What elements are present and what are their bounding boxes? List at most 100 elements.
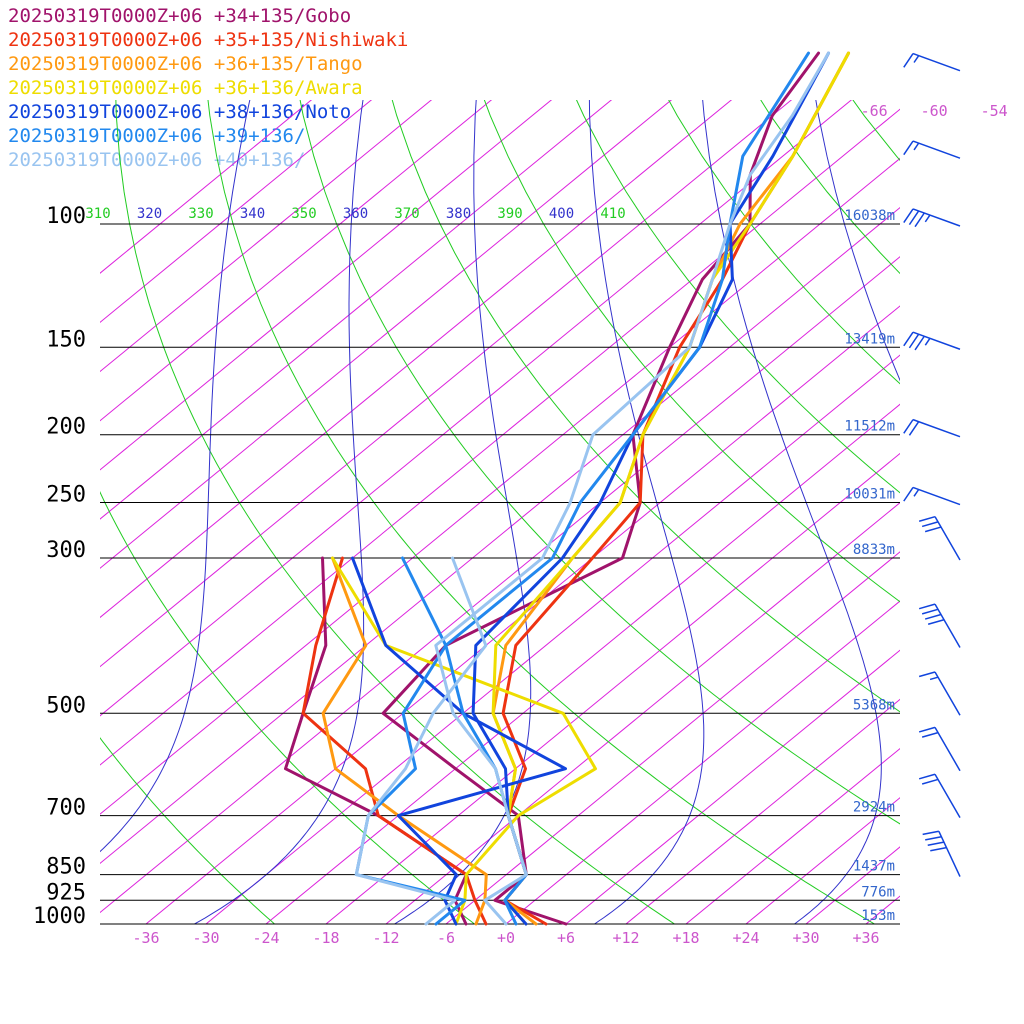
- pressure-label: 150: [46, 327, 86, 352]
- temperature-trace: [381, 51, 820, 926]
- height-label: 10031m: [844, 487, 895, 503]
- potential-temperature-label: 360: [343, 206, 368, 222]
- dry-adiabat-line: [299, 100, 900, 825]
- wind-barb-flag: [924, 526, 942, 533]
- dewpoint-trace: [321, 556, 488, 926]
- dry-adiabat-line: [881, 13, 1024, 939]
- wind-barb-staff: [934, 671, 961, 716]
- legend-entry-nishiwaki: 20250319T0000Z+06 +35+135/Nishiwaki: [8, 29, 409, 51]
- wind-barb-staff: [912, 418, 961, 438]
- wind-barb-flag: [903, 208, 914, 223]
- isotherm-line: [100, 100, 733, 619]
- isotherm-line: [100, 100, 553, 471]
- wind-barb-flag: [922, 830, 940, 836]
- legend-entry-awara: 20250319T0000Z+06 +36+136/Awara: [8, 77, 363, 99]
- temperature-trace: [491, 51, 850, 926]
- dry-adiabat-line: [100, 737, 276, 924]
- legend-entry-tango: 20250319T0000Z+06 +36+135/Tango: [8, 53, 363, 75]
- dry-adiabat-line: [852, 100, 900, 161]
- wind-barb-flag: [921, 608, 939, 615]
- wind-barb-flag: [925, 835, 942, 841]
- wind-barb-staff: [938, 830, 961, 877]
- wind-barb-half-flag: [924, 214, 931, 223]
- isotherm-line: [100, 100, 793, 668]
- potential-temperature-label: 330: [188, 206, 213, 222]
- wind-barb-flag: [924, 613, 942, 620]
- temperature-tick-label: +12: [612, 929, 639, 947]
- dry-adiabat-line: [115, 100, 676, 924]
- potential-temperature-label: 350: [291, 206, 316, 222]
- dry-adiabat-line: [575, 100, 900, 494]
- wind-barb-half-flag: [929, 676, 939, 681]
- temperature-trace: [434, 51, 830, 926]
- wind-barb-flag: [908, 210, 920, 226]
- temperature-tick-label: -6: [437, 929, 455, 947]
- temperature-tick-label: -24: [252, 929, 279, 947]
- isotherm-line: [100, 157, 900, 815]
- wind-barb-half-flag: [913, 489, 920, 497]
- wind-barb-flag: [921, 731, 939, 738]
- dewpoint-trace: [301, 556, 488, 926]
- pressure-label: 300: [46, 538, 86, 563]
- isotherm-line: [926, 69, 1024, 924]
- moist-adiabat-line: [702, 100, 882, 924]
- wind-barb-flag: [903, 140, 914, 156]
- potential-temperature-label: 380: [446, 206, 471, 222]
- moist-adiabat-line: [588, 100, 705, 924]
- isotherm-line: [385, 502, 900, 924]
- pressure-label: 700: [46, 796, 86, 821]
- legend-entry-gobo: 20250319T0000Z+06 +34+135/Gobo: [8, 5, 352, 27]
- isotherm-line: [145, 305, 900, 924]
- dewpoint-trace: [354, 556, 488, 926]
- wind-barb-staff: [912, 486, 961, 506]
- pressure-label: 100: [46, 204, 86, 229]
- height-label: 2924m: [853, 800, 895, 816]
- grid-lines: [100, 13, 1024, 939]
- moist-adiabat-line: [393, 100, 532, 924]
- isotherm-line: [100, 108, 900, 766]
- isotherm-line: [565, 649, 900, 924]
- height-label: 153m: [861, 908, 895, 924]
- temperature-tick-label: +6: [557, 929, 575, 947]
- upper-temperature-label: -60: [921, 102, 948, 120]
- wind-barb-flag: [908, 333, 920, 349]
- wind-barb-flag: [927, 841, 945, 847]
- wind-barb-staff: [934, 773, 961, 818]
- dry-adiabat-line: [483, 100, 900, 603]
- wind-barb-flag: [918, 773, 936, 780]
- isobars: [100, 223, 900, 925]
- wind-barb-flag: [914, 212, 925, 228]
- wind-barb-half-flag: [924, 337, 931, 346]
- wind-barb-flag: [930, 846, 947, 852]
- isotherm-line: [505, 600, 900, 924]
- isotherm-line: [100, 100, 493, 422]
- dry-adiabat-line: [100, 491, 476, 924]
- wind-barb-half-flag: [913, 55, 920, 63]
- potential-temperature-label: 390: [497, 206, 522, 222]
- wind-barb-staff: [912, 331, 961, 350]
- height-label: 1437m: [853, 859, 895, 875]
- wind-barb-staff: [912, 208, 961, 227]
- moist-adiabat-line: [1017, 13, 1024, 939]
- wind-barb-half-flag: [913, 142, 920, 151]
- temperature-tick-label: -18: [312, 929, 339, 947]
- isotherm-line: [805, 846, 900, 924]
- pressure-label: 1000: [33, 904, 86, 929]
- temperature-tick-label: -36: [132, 929, 159, 947]
- potential-temperature-label: 310: [85, 206, 110, 222]
- pressure-label: 250: [46, 483, 86, 508]
- isotherm-line: [205, 354, 900, 924]
- wind-barb-flag: [914, 335, 925, 351]
- height-label: 13419m: [844, 331, 895, 347]
- profile-traces: [284, 51, 850, 926]
- isotherm-line: [100, 100, 433, 373]
- isotherm-line: [100, 100, 613, 520]
- pressure-label: 925: [46, 880, 86, 905]
- wind-barb-flag: [903, 331, 914, 347]
- wind-barb-flag: [903, 53, 914, 68]
- temperature-tick-label: -30: [192, 929, 219, 947]
- wind-barb-flag: [921, 778, 939, 785]
- height-label: 776m: [861, 884, 895, 900]
- temperature-tick-label: +36: [852, 929, 879, 947]
- potential-temperature-label: 340: [240, 206, 265, 222]
